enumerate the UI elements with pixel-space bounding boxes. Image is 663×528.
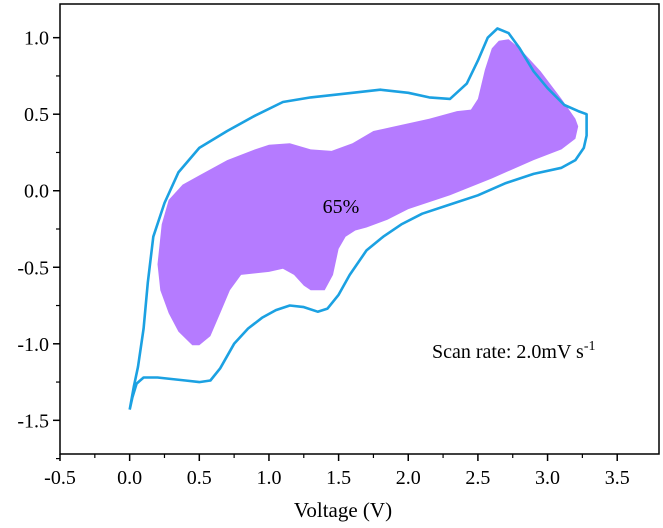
cv-curve-layer <box>128 27 588 410</box>
x-tick-label: 2.5 <box>465 467 490 489</box>
scan-rate-annotation: Scan rate: 2.0mV s-1 <box>432 339 596 363</box>
x-tick-label: 1.5 <box>326 467 351 489</box>
scan-rate-text: Scan rate: 2.0mV s <box>432 341 584 363</box>
y-tick-label: -1.5 <box>17 410 49 432</box>
scan-rate-superscript: -1 <box>584 339 596 354</box>
y-tick-label: 0.5 <box>24 104 49 126</box>
capacitive-area-layer <box>157 39 579 346</box>
y-tick-label: -0.5 <box>17 257 49 279</box>
x-axis-label: Voltage (V) <box>294 498 392 522</box>
percent-annotation: 65% <box>323 196 360 218</box>
x-tick-label: 3.0 <box>535 467 560 489</box>
x-axis: -0.5 0.0 0.5 1.0 1.5 2.0 2.5 3.0 3.5 <box>44 454 630 489</box>
y-axis: 1.0 0.5 0.0 -0.5 -1.0 -1.5 <box>17 28 60 460</box>
x-tick-label: 1.0 <box>256 467 281 489</box>
x-tick-label: 0.0 <box>117 467 142 489</box>
y-tick-label: 0.0 <box>24 181 49 203</box>
capacitive-fill-area <box>157 39 579 346</box>
cv-curve-line <box>128 27 588 410</box>
x-tick-label: -0.5 <box>44 467 76 489</box>
y-tick-label: 1.0 <box>24 28 49 50</box>
x-tick-label: 3.5 <box>605 467 630 489</box>
x-tick-label: 0.5 <box>187 467 212 489</box>
y-tick-label: -1.0 <box>17 334 49 356</box>
x-tick-label: 2.0 <box>396 467 421 489</box>
